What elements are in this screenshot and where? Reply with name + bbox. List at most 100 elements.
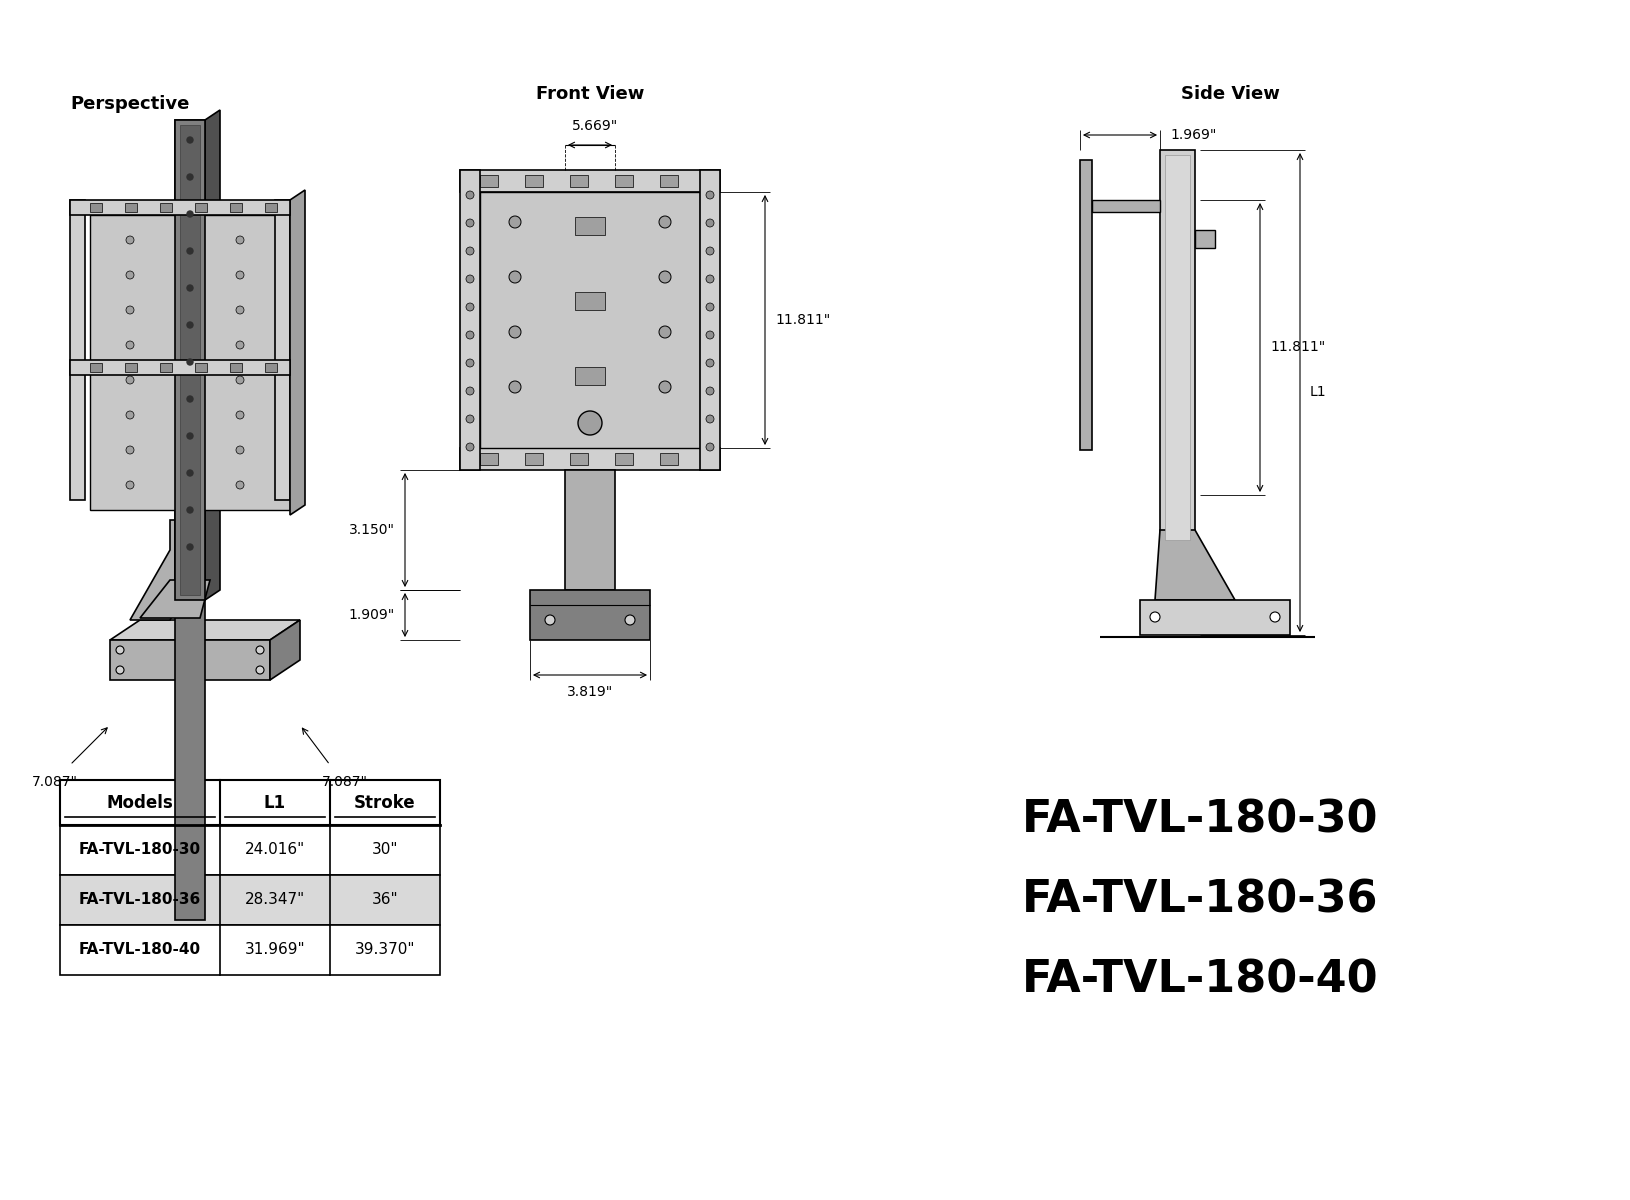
Bar xyxy=(1159,150,1195,540)
Text: 3.150": 3.150" xyxy=(349,523,394,538)
Text: Models: Models xyxy=(106,793,173,811)
Bar xyxy=(699,170,719,470)
Bar xyxy=(230,203,241,212)
Circle shape xyxy=(187,211,192,217)
Bar xyxy=(479,175,497,187)
Circle shape xyxy=(116,666,124,674)
Bar xyxy=(196,362,207,372)
Circle shape xyxy=(187,248,192,254)
Circle shape xyxy=(236,376,244,384)
Bar xyxy=(460,448,719,470)
Text: Side View: Side View xyxy=(1180,85,1278,103)
Circle shape xyxy=(466,302,474,311)
Bar xyxy=(230,362,241,372)
Circle shape xyxy=(706,191,714,199)
Circle shape xyxy=(236,481,244,490)
Text: 7.087": 7.087" xyxy=(33,775,78,790)
Bar xyxy=(70,200,85,500)
Circle shape xyxy=(236,341,244,349)
Text: FA-TVL-180-40: FA-TVL-180-40 xyxy=(78,942,200,958)
Bar xyxy=(126,362,137,372)
Bar xyxy=(479,192,699,448)
Bar xyxy=(70,200,290,215)
Circle shape xyxy=(466,359,474,367)
Text: FA-TVL-180-36: FA-TVL-180-36 xyxy=(1020,878,1377,922)
Bar xyxy=(60,780,440,826)
Circle shape xyxy=(706,359,714,367)
Bar xyxy=(160,203,171,212)
Bar xyxy=(1164,155,1190,540)
Text: FA-TVL-180-30: FA-TVL-180-30 xyxy=(1020,798,1377,841)
Circle shape xyxy=(544,614,554,625)
Circle shape xyxy=(256,646,264,654)
Bar xyxy=(460,170,479,470)
Circle shape xyxy=(466,331,474,338)
Bar xyxy=(90,215,290,510)
Bar xyxy=(525,452,543,464)
Bar xyxy=(174,120,205,920)
Bar xyxy=(564,470,615,590)
Circle shape xyxy=(1149,612,1159,622)
Polygon shape xyxy=(109,620,300,640)
Bar xyxy=(569,452,588,464)
Text: 39.370": 39.370" xyxy=(355,942,416,958)
Text: L1: L1 xyxy=(1309,385,1325,398)
Bar xyxy=(575,367,605,385)
Polygon shape xyxy=(130,520,210,620)
Circle shape xyxy=(659,326,670,338)
Text: 30": 30" xyxy=(372,842,398,858)
Bar xyxy=(60,826,440,875)
Circle shape xyxy=(126,446,134,454)
Text: 1.909": 1.909" xyxy=(349,608,394,622)
Bar xyxy=(575,217,605,235)
Polygon shape xyxy=(271,620,300,680)
Bar xyxy=(264,203,277,212)
Polygon shape xyxy=(290,190,305,515)
Bar xyxy=(660,452,678,464)
Circle shape xyxy=(509,326,520,338)
Text: 31.969": 31.969" xyxy=(244,942,305,958)
Circle shape xyxy=(706,386,714,395)
Polygon shape xyxy=(205,110,220,600)
Circle shape xyxy=(706,415,714,422)
Text: 11.811": 11.811" xyxy=(774,313,830,326)
Text: FA-TVL-180-36: FA-TVL-180-36 xyxy=(78,893,200,907)
Circle shape xyxy=(126,481,134,490)
Circle shape xyxy=(659,271,670,283)
Circle shape xyxy=(509,216,520,228)
Circle shape xyxy=(706,247,714,254)
Bar xyxy=(196,203,207,212)
Text: L1: L1 xyxy=(264,793,285,811)
Bar xyxy=(264,362,277,372)
Polygon shape xyxy=(109,640,271,680)
Bar xyxy=(1139,600,1289,635)
Circle shape xyxy=(466,191,474,199)
Circle shape xyxy=(466,443,474,451)
Circle shape xyxy=(466,275,474,283)
Circle shape xyxy=(187,544,192,550)
Bar xyxy=(460,170,719,192)
Bar xyxy=(1079,160,1092,450)
Circle shape xyxy=(187,137,192,143)
Text: FA-TVL-180-40: FA-TVL-180-40 xyxy=(1020,959,1377,1002)
Circle shape xyxy=(466,247,474,254)
Circle shape xyxy=(126,306,134,314)
Circle shape xyxy=(706,443,714,451)
Circle shape xyxy=(577,410,601,434)
Circle shape xyxy=(236,236,244,244)
Polygon shape xyxy=(140,580,210,618)
Text: 24.016": 24.016" xyxy=(244,842,305,858)
Circle shape xyxy=(466,386,474,395)
Bar xyxy=(569,175,588,187)
Circle shape xyxy=(706,218,714,227)
Bar xyxy=(660,175,678,187)
Bar xyxy=(615,452,632,464)
Circle shape xyxy=(236,410,244,419)
Text: 1.969": 1.969" xyxy=(1169,128,1216,142)
Text: Stroke: Stroke xyxy=(354,793,416,811)
Circle shape xyxy=(466,415,474,422)
Circle shape xyxy=(187,470,192,476)
Bar xyxy=(1092,200,1159,212)
Circle shape xyxy=(509,382,520,392)
Bar xyxy=(70,360,290,374)
